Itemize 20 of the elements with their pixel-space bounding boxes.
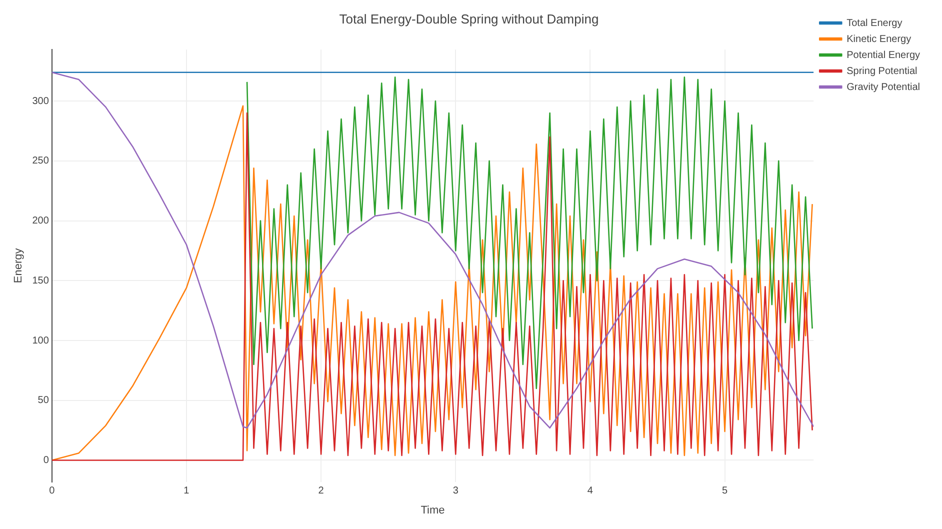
x-tick-label: 4	[587, 486, 594, 497]
x-tick-label: 3	[452, 486, 459, 497]
y-axis-title: Energy	[12, 248, 25, 284]
x-tick-label: 5	[722, 486, 728, 497]
x-tick-label: 2	[318, 486, 324, 497]
y-tick-label: 200	[32, 216, 50, 227]
y-tick-label: 0	[43, 455, 50, 466]
y-tick-label: 250	[32, 156, 50, 167]
legend-label: Kinetic Energy	[846, 34, 912, 45]
y-tick-label: 150	[32, 275, 50, 286]
legend-label: Total Energy	[846, 18, 902, 29]
y-tick-label: 50	[38, 395, 50, 406]
legend-label: Spring Potential	[846, 66, 918, 77]
y-tick-label: 100	[32, 335, 50, 346]
x-tick-label: 1	[184, 486, 190, 497]
y-tick-label: 300	[32, 96, 50, 107]
legend-label: Gravity Potential	[846, 82, 920, 93]
legend-label: Potential Energy	[846, 50, 920, 61]
chart-title: Total Energy-Double Spring without Damping	[339, 11, 599, 26]
x-axis-title: Time	[420, 504, 445, 516]
